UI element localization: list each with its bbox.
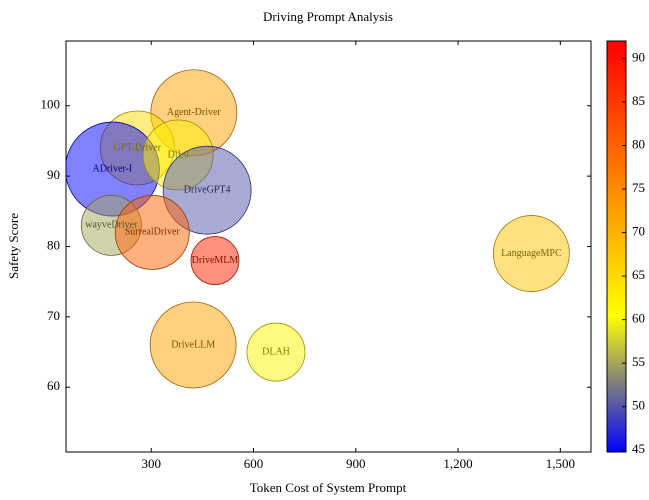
x-tick-label: 1,500 bbox=[546, 456, 575, 471]
bubble bbox=[114, 195, 190, 270]
colorbar-tick-label: 60 bbox=[632, 311, 645, 326]
bubble bbox=[162, 145, 252, 235]
y-tick-label: 100 bbox=[41, 97, 61, 112]
colorbar-tick-label: 85 bbox=[632, 93, 645, 108]
bubble-label: GPT-Driver bbox=[114, 142, 162, 153]
bubble-label: LanguageMPC bbox=[501, 248, 562, 259]
y-tick-label: 70 bbox=[47, 308, 60, 323]
bubble-label: DriveMLM bbox=[192, 255, 239, 266]
x-tick-label: 1,200 bbox=[443, 456, 472, 471]
y-axis-label: Safety Score bbox=[6, 213, 21, 279]
bubble-label: wayveDriver bbox=[85, 220, 138, 231]
bubble bbox=[149, 301, 237, 389]
bubble-label: DriveGPT4 bbox=[184, 184, 231, 195]
colorbar-tick-label: 70 bbox=[632, 224, 645, 239]
colorbar-tick-label: 75 bbox=[632, 180, 645, 195]
colorbar-tick-label: 65 bbox=[632, 267, 645, 282]
bubble bbox=[246, 322, 306, 382]
bubble-label: Agent-Driver bbox=[167, 107, 222, 118]
x-axis-label: Token Cost of System Prompt bbox=[250, 480, 407, 495]
bubble bbox=[492, 215, 570, 292]
bubble-label: SurrealDriver bbox=[125, 227, 181, 238]
bubble-label: DiLu bbox=[168, 149, 189, 160]
colorbar-tick-label: 55 bbox=[632, 354, 645, 369]
y-tick-label: 60 bbox=[47, 378, 60, 393]
bubble-label: DLAH bbox=[262, 346, 290, 357]
y-tick-label: 90 bbox=[47, 167, 60, 182]
colorbar bbox=[606, 40, 627, 453]
colorbar-tick-label: 90 bbox=[632, 49, 645, 64]
chart-title: Driving Prompt Analysis bbox=[263, 9, 393, 24]
y-tick-label: 80 bbox=[47, 237, 60, 252]
colorbar-tick-label: 50 bbox=[632, 398, 645, 413]
x-tick-label: 300 bbox=[141, 456, 161, 471]
x-tick-label: 600 bbox=[244, 456, 264, 471]
bubble bbox=[190, 236, 240, 285]
colorbar-tick-label: 45 bbox=[632, 441, 645, 456]
bubble-label: ADriver-I bbox=[92, 163, 132, 174]
bubble-label: DriveLLM bbox=[171, 339, 215, 350]
bubble-layer: Agent-Driver GPT-Driver ADriver-I DiLu Drive… bbox=[66, 69, 570, 389]
colorbar-tick-label: 80 bbox=[632, 136, 645, 151]
x-tick-label: 900 bbox=[346, 456, 366, 471]
